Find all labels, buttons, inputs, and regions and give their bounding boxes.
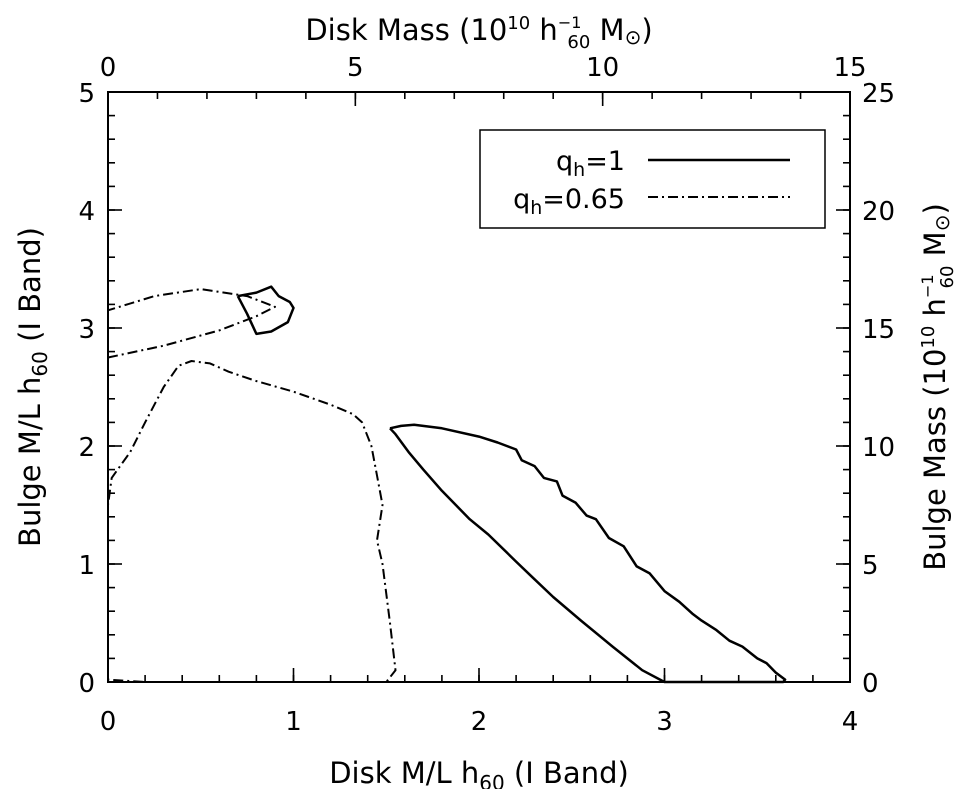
x-axis-bottom-title: Disk M/L h60 (I Band): [329, 756, 629, 789]
y-left-tick-label: 3: [78, 315, 95, 345]
y-right-tick-label: 20: [862, 197, 895, 227]
y-axis-right-title: Bulge Mass (1010 h−160 M⊙): [918, 203, 955, 571]
x-bottom-tick-label: 4: [842, 707, 859, 737]
series-dashdot-contour: [107, 360, 397, 683]
y-left-tick-label: 4: [78, 197, 95, 227]
x-bottom-tick-label: 3: [656, 707, 673, 737]
y-right-tick-label: 10: [862, 433, 895, 463]
y-left-tick-label: 1: [78, 551, 95, 581]
series-dashdot-contour: [107, 288, 276, 359]
series-solid-contour: [236, 285, 295, 336]
y-right-tick-label: 5: [862, 551, 879, 581]
x-top-tick-label: 10: [586, 53, 619, 83]
x-top-tick-label: 15: [833, 53, 866, 83]
y-right-tick-label: 25: [862, 79, 895, 109]
y-left-tick-label: 0: [78, 669, 95, 699]
series-solid-contour: [389, 423, 787, 684]
y-left-tick-label: 2: [78, 433, 95, 463]
x-axis-top-title: Disk Mass (1010 h−1 60 M⊙): [305, 13, 652, 53]
legend: qh=1 qh=0.65: [479, 129, 826, 229]
x-top-tick-label: 0: [100, 53, 117, 83]
y-right-tick-label: 0: [862, 669, 879, 699]
data-series: [107, 285, 787, 684]
legend-label-1: qh=1: [556, 146, 625, 181]
legend-label-2: qh=0.65: [513, 184, 625, 219]
legend-box: [479, 129, 826, 229]
x-bottom-tick-label: 1: [285, 707, 302, 737]
y-axis-left-title: Bulge M/L h60 (I Band): [13, 227, 52, 547]
y-left-tick-label: 5: [78, 79, 95, 109]
x-bottom-tick-label: 0: [100, 707, 117, 737]
x-bottom-tick-label: 2: [471, 707, 488, 737]
y-right-tick-label: 15: [862, 315, 895, 345]
x-top-tick-label: 5: [347, 53, 364, 83]
